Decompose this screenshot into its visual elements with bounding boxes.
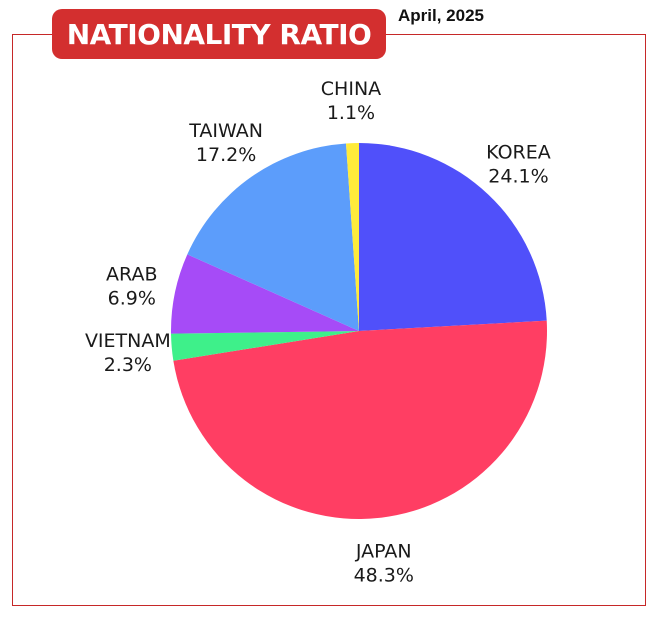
pie-slice-vietnam bbox=[171, 331, 359, 361]
pie-label-korea-name: KOREA bbox=[486, 141, 551, 163]
pie-slice-japan bbox=[173, 320, 548, 520]
pie-label-taiwan-value: 17.2% bbox=[196, 144, 256, 166]
pie-slice-arab bbox=[171, 254, 359, 334]
pie-slice-china bbox=[346, 143, 359, 331]
chart-date: April, 2025 bbox=[398, 6, 484, 25]
pie-slice-taiwan bbox=[187, 143, 359, 331]
pie-label-vietnam-name: VIETNAM bbox=[85, 330, 171, 352]
pie-label-china-value: 1.1% bbox=[327, 102, 375, 124]
pie-slice-korea bbox=[359, 143, 547, 331]
pie-label-korea-value: 24.1% bbox=[488, 165, 548, 187]
pie-label-vietnam-value: 2.3% bbox=[104, 354, 152, 376]
pie-label-japan-value: 48.3% bbox=[354, 565, 414, 587]
pie-label-japan-name: JAPAN bbox=[355, 541, 412, 563]
pie-label-china-name: CHINA bbox=[321, 78, 381, 100]
pie-label-taiwan-name: TAIWAN bbox=[188, 120, 263, 142]
pie-label-arab-value: 6.9% bbox=[108, 287, 156, 309]
pie-slices bbox=[171, 143, 548, 520]
chart-title: NATIONALITY RATIO bbox=[52, 9, 386, 59]
pie-label-arab-name: ARAB bbox=[106, 263, 157, 285]
